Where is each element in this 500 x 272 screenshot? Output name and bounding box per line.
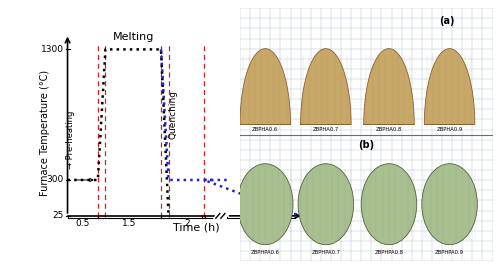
Text: ZBPHPA0.6: ZBPHPA0.6 xyxy=(251,250,280,255)
Text: ZBPHA0.7: ZBPHA0.7 xyxy=(312,127,339,132)
Text: 0.5: 0.5 xyxy=(76,219,90,228)
Text: (a): (a) xyxy=(440,16,455,26)
Text: (b): (b) xyxy=(358,140,374,150)
Ellipse shape xyxy=(238,164,293,245)
Text: → Pre-heating: → Pre-heating xyxy=(66,110,75,169)
Polygon shape xyxy=(300,49,351,125)
Text: ZBPHA0.6: ZBPHA0.6 xyxy=(252,127,278,132)
Ellipse shape xyxy=(422,164,478,245)
Text: 25: 25 xyxy=(52,211,64,220)
Text: 1300: 1300 xyxy=(40,45,64,54)
Text: Quenching: Quenching xyxy=(168,90,177,139)
Text: ZBPHA0.9: ZBPHA0.9 xyxy=(436,127,462,132)
Polygon shape xyxy=(364,49,414,125)
Ellipse shape xyxy=(298,164,354,245)
Text: ZBPHPA0.7: ZBPHPA0.7 xyxy=(312,250,340,255)
Ellipse shape xyxy=(361,164,417,245)
Polygon shape xyxy=(424,49,475,125)
Text: ZBPHPA0.9: ZBPHPA0.9 xyxy=(435,250,464,255)
Text: 300: 300 xyxy=(46,175,64,184)
Text: 2: 2 xyxy=(184,219,190,228)
Text: ZBPHA0.8: ZBPHA0.8 xyxy=(376,127,402,132)
Text: Furnace Temperature (°C): Furnace Temperature (°C) xyxy=(40,70,50,196)
Text: 1.5: 1.5 xyxy=(122,219,136,228)
Text: ZBPHPA0.8: ZBPHPA0.8 xyxy=(374,250,404,255)
Text: Melting: Melting xyxy=(112,32,154,42)
Text: Time (h): Time (h) xyxy=(173,223,220,233)
Text: 24: 24 xyxy=(255,219,266,228)
Polygon shape xyxy=(240,49,290,125)
